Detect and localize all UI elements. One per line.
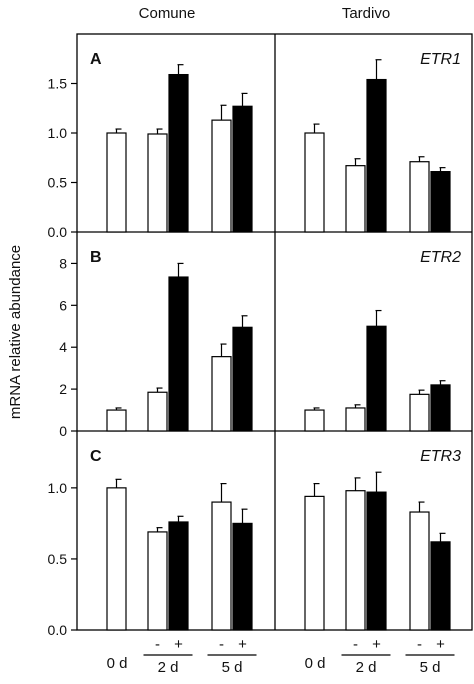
bar [430,384,451,432]
y-tick-label: 1.0 [48,125,68,141]
bar [409,161,430,233]
bar [430,541,451,631]
panel-letter-a: A [90,51,102,68]
panel-letter-c: C [90,448,102,465]
x-sub-label-minus: - [417,636,422,653]
bars-layer [106,59,451,631]
bar [168,276,189,432]
x-sub-label-plus: + [174,636,183,653]
x-group-label: 0 d [107,655,128,672]
gene-label-etr1: ETR1 [420,51,461,68]
bar [304,495,325,631]
bar [345,490,366,631]
bar [147,531,168,631]
bar [345,165,366,233]
bar [232,326,253,432]
x-sub-label-plus: + [436,636,445,653]
bar [345,407,366,432]
y-tick-label: 1.5 [48,76,68,92]
x-sub-label-plus: + [372,636,381,653]
x-sub-label-plus: + [238,636,247,653]
y-tick-label: 0.0 [48,622,68,638]
y-tick-label: 0.0 [48,224,68,240]
bar [366,78,387,233]
bar [168,73,189,233]
bar [147,133,168,233]
y-tick-label: 8 [59,255,67,271]
bar [366,491,387,631]
y-tick-label: 1.0 [48,480,68,496]
y-ticks-layer: 0.0 0.5 1.0 1.5 0 2 4 6 8 0.0 0.5 1.0 [48,76,77,638]
x-sub-label-minus: - [155,636,160,653]
bar [168,521,189,631]
gene-label-etr3: ETR3 [420,448,461,465]
bar [232,522,253,631]
bar [304,409,325,432]
x-group-label: 2 d [356,659,377,676]
x-group-label: 5 d [420,659,441,676]
panel-letter-b: B [90,249,102,266]
bar [211,501,232,631]
bar [106,487,127,631]
y-tick-label: 2 [59,381,67,397]
bar [409,393,430,432]
gene-label-etr2: ETR2 [420,249,461,266]
bar [106,132,127,233]
bar [232,105,253,233]
bar [211,119,232,233]
x-sub-label-minus: - [219,636,224,653]
x-sub-label-minus: - [353,636,358,653]
column-title-comune: Comune [139,5,196,22]
y-axis-label: mRNA relative abundance [7,245,24,419]
bar [304,132,325,233]
x-group-label: 2 d [158,659,179,676]
bar [430,171,451,233]
x-group-label: 0 d [305,655,326,672]
x-group-label: 5 d [222,659,243,676]
y-tick-label: 0.5 [48,551,68,567]
bar [106,409,127,432]
column-title-tardivo: Tardivo [342,5,390,22]
y-tick-label: 0 [59,423,67,439]
y-tick-label: 0.5 [48,175,68,191]
y-tick-label: 6 [59,297,67,313]
bar [211,356,232,432]
bar [366,325,387,432]
y-tick-label: 4 [59,339,67,355]
bar [409,511,430,631]
bar [147,391,168,432]
